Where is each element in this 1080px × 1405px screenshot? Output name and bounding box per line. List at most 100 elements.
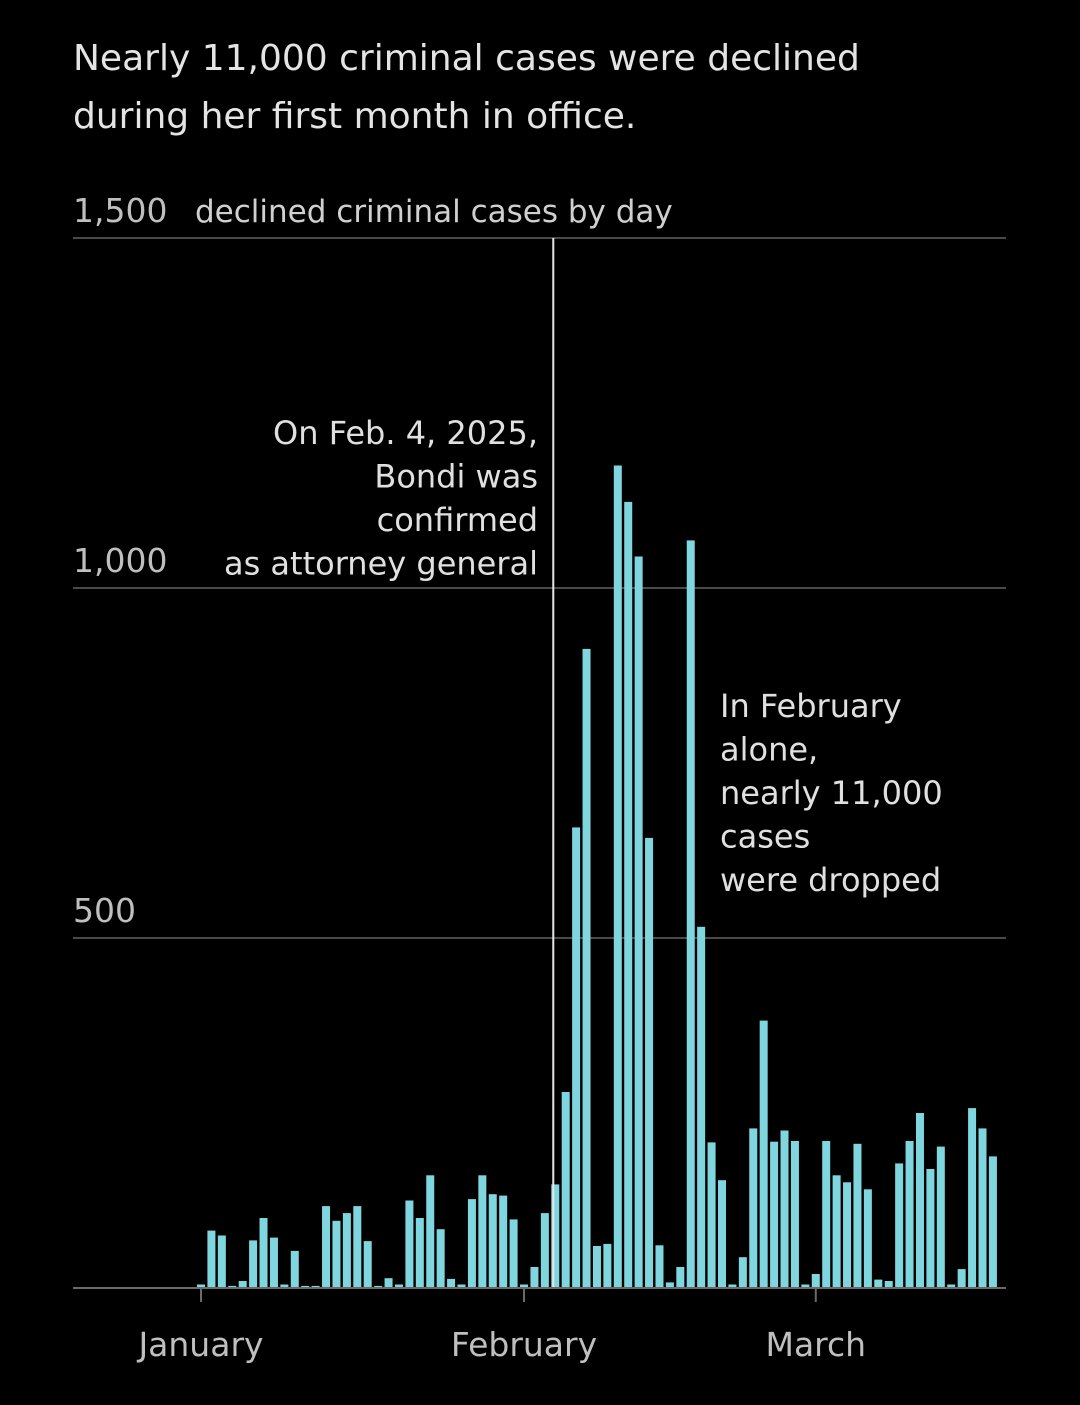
bar xyxy=(228,1285,237,1288)
bar xyxy=(988,1156,997,1288)
bar xyxy=(686,540,695,1288)
bar xyxy=(530,1267,539,1288)
bar xyxy=(280,1284,289,1288)
bar xyxy=(718,1180,726,1288)
bar xyxy=(436,1229,445,1288)
bar xyxy=(551,1184,560,1288)
bar xyxy=(561,1092,570,1288)
bar xyxy=(915,1113,924,1288)
bar xyxy=(843,1182,852,1288)
bar xyxy=(488,1194,497,1288)
y-tick-label: 1,000 xyxy=(73,541,167,580)
bar xyxy=(863,1189,872,1288)
bar xyxy=(665,1282,674,1288)
bar xyxy=(426,1175,435,1288)
bar xyxy=(697,926,706,1288)
bar xyxy=(603,1243,612,1288)
bar xyxy=(978,1128,987,1288)
bar xyxy=(269,1237,278,1288)
bar xyxy=(749,1128,758,1288)
bar xyxy=(520,1284,529,1288)
bar xyxy=(738,1257,747,1288)
bar xyxy=(259,1218,268,1288)
bar xyxy=(884,1281,893,1288)
bar xyxy=(509,1219,518,1288)
bars xyxy=(197,465,997,1288)
bar xyxy=(947,1284,956,1288)
x-tick-label: January xyxy=(136,1325,263,1364)
annotation-line: alone, xyxy=(720,731,818,769)
bar xyxy=(363,1241,372,1288)
bar xyxy=(447,1278,456,1288)
bar xyxy=(342,1213,351,1288)
bar xyxy=(332,1220,341,1288)
bar xyxy=(207,1230,216,1288)
x-tick-label: February xyxy=(451,1325,597,1364)
bar xyxy=(322,1206,331,1288)
y-tick-label: 500 xyxy=(73,891,136,930)
y-axis-ticks: 500 1,000 1,500 xyxy=(73,191,167,930)
bar xyxy=(415,1218,424,1288)
bar xyxy=(353,1206,362,1288)
annotation-line: In February xyxy=(720,687,902,725)
bar xyxy=(905,1141,914,1288)
bar xyxy=(759,1020,768,1288)
annotation-line: confirmed xyxy=(377,501,538,539)
bar xyxy=(790,1141,799,1288)
bar xyxy=(968,1108,977,1288)
x-tick-label: March xyxy=(765,1325,866,1364)
x-axis: January February March xyxy=(73,1287,1006,1364)
bar xyxy=(613,465,622,1288)
bar xyxy=(467,1199,476,1288)
bar xyxy=(853,1143,862,1288)
bar xyxy=(197,1284,205,1288)
annotation-line: as attorney general xyxy=(224,545,538,583)
bar xyxy=(572,827,581,1288)
bar xyxy=(478,1175,487,1288)
annotation-line: Bondi was xyxy=(374,458,538,496)
bar xyxy=(249,1240,258,1288)
bar xyxy=(540,1213,549,1288)
annotation-line: cases xyxy=(720,818,810,856)
bar xyxy=(780,1130,789,1288)
bar xyxy=(811,1274,820,1288)
bar xyxy=(394,1284,403,1288)
bar xyxy=(895,1163,904,1288)
bar xyxy=(707,1142,716,1288)
bar xyxy=(311,1285,320,1288)
bar xyxy=(238,1281,247,1288)
bar xyxy=(770,1141,779,1288)
bar xyxy=(374,1285,383,1288)
bar xyxy=(405,1200,414,1288)
annotation-confirmation: On Feb. 4, 2025, Bondi was confirmed as att… xyxy=(224,414,538,583)
bar xyxy=(874,1279,883,1288)
bar xyxy=(592,1246,601,1288)
gridlines xyxy=(73,237,1006,939)
bar xyxy=(582,648,591,1288)
bar xyxy=(301,1285,310,1288)
bar xyxy=(676,1267,685,1288)
bar xyxy=(457,1284,466,1288)
bar xyxy=(936,1146,945,1288)
bar xyxy=(728,1284,737,1288)
chart-headline: Nearly 11,000 criminal cases were declin… xyxy=(73,38,860,137)
y-tick-label: 1,500 xyxy=(73,191,167,230)
bar xyxy=(499,1195,508,1288)
bar xyxy=(832,1175,841,1288)
bar xyxy=(384,1278,393,1288)
bar xyxy=(655,1245,664,1288)
bar xyxy=(290,1250,299,1288)
bar xyxy=(634,556,643,1288)
bar xyxy=(926,1169,935,1288)
annotation-line: were dropped xyxy=(720,861,941,899)
annotation-line: nearly 11,000 xyxy=(720,774,943,812)
bar xyxy=(645,837,654,1288)
bar xyxy=(801,1284,810,1288)
y-axis-label: declined criminal cases by day xyxy=(195,194,673,230)
bar xyxy=(624,501,633,1288)
annotation-february-total: In February alone, nearly 11,000 cases were … xyxy=(720,687,943,899)
bar xyxy=(822,1141,831,1288)
annotation-line: On Feb. 4, 2025, xyxy=(273,414,538,452)
bar xyxy=(957,1269,966,1288)
